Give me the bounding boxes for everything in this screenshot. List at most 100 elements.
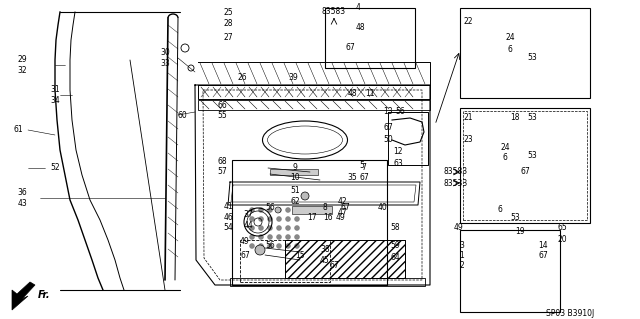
- Bar: [285, 240, 405, 278]
- Circle shape: [268, 234, 273, 240]
- Text: 52: 52: [50, 164, 60, 173]
- Text: 49: 49: [335, 213, 345, 222]
- Circle shape: [276, 234, 282, 240]
- Text: 67: 67: [329, 261, 339, 270]
- Text: 17: 17: [307, 213, 317, 222]
- Text: 8: 8: [323, 204, 328, 212]
- Circle shape: [268, 226, 273, 231]
- Text: 4: 4: [356, 4, 360, 12]
- Text: 67: 67: [340, 204, 350, 212]
- Text: 11: 11: [365, 90, 375, 99]
- Text: 19: 19: [515, 227, 525, 236]
- Text: 54: 54: [223, 224, 233, 233]
- Text: 61: 61: [13, 125, 23, 135]
- Text: 65: 65: [557, 224, 567, 233]
- Bar: [463, 111, 587, 220]
- Text: 7: 7: [362, 164, 367, 173]
- Bar: [460, 108, 590, 223]
- Text: 67: 67: [538, 250, 548, 259]
- Text: 53: 53: [527, 54, 537, 63]
- Circle shape: [285, 226, 291, 231]
- Text: 49: 49: [240, 238, 250, 247]
- Text: 40: 40: [378, 203, 388, 211]
- Text: 25
28: 25 28: [223, 8, 233, 28]
- Text: 55: 55: [217, 110, 227, 120]
- Circle shape: [250, 207, 255, 212]
- Text: 18: 18: [510, 114, 520, 122]
- Circle shape: [250, 226, 255, 231]
- Text: 83583: 83583: [444, 167, 468, 176]
- Text: 15: 15: [295, 250, 305, 259]
- Text: 10: 10: [290, 174, 300, 182]
- Text: 12: 12: [393, 147, 403, 157]
- Text: 31
34: 31 34: [50, 85, 60, 105]
- Text: 36
43: 36 43: [17, 188, 27, 208]
- Bar: [285, 240, 405, 278]
- Text: 83583: 83583: [322, 8, 346, 17]
- Bar: [232, 160, 387, 285]
- Circle shape: [259, 243, 264, 249]
- Text: 67: 67: [345, 43, 355, 53]
- Text: 9: 9: [292, 164, 298, 173]
- Text: 42
47: 42 47: [337, 197, 347, 217]
- Text: 53: 53: [527, 114, 537, 122]
- Text: 20: 20: [557, 235, 567, 244]
- Circle shape: [294, 243, 300, 249]
- Text: 1: 1: [460, 250, 465, 259]
- Circle shape: [275, 207, 281, 213]
- Text: 63: 63: [393, 160, 403, 168]
- Circle shape: [259, 234, 264, 240]
- Text: 60: 60: [177, 110, 187, 120]
- Text: 22: 22: [463, 18, 473, 26]
- Text: 66: 66: [217, 100, 227, 109]
- Text: 6: 6: [497, 205, 502, 214]
- Bar: [460, 8, 590, 98]
- Bar: [460, 230, 560, 312]
- Circle shape: [250, 234, 255, 240]
- Text: 29
32: 29 32: [17, 55, 27, 75]
- Circle shape: [250, 243, 255, 249]
- Text: 6: 6: [508, 46, 513, 55]
- Text: 14: 14: [538, 241, 548, 249]
- Circle shape: [285, 243, 291, 249]
- Text: 38
45: 38 45: [320, 245, 330, 265]
- Text: 41
46: 41 46: [223, 202, 233, 222]
- Text: 53: 53: [527, 151, 537, 160]
- Text: 51
62: 51 62: [290, 186, 300, 206]
- Text: 50: 50: [383, 136, 393, 145]
- Text: 27: 27: [223, 33, 233, 42]
- Circle shape: [276, 226, 282, 231]
- Bar: [325, 8, 415, 68]
- Text: 83533: 83533: [444, 179, 468, 188]
- Text: 35: 35: [347, 174, 357, 182]
- Text: 64: 64: [390, 254, 400, 263]
- Circle shape: [294, 234, 300, 240]
- Bar: [240, 240, 330, 282]
- Text: 16: 16: [323, 213, 333, 222]
- Bar: [270, 169, 318, 175]
- Circle shape: [255, 245, 265, 255]
- Circle shape: [301, 192, 309, 200]
- Circle shape: [268, 217, 273, 221]
- Circle shape: [250, 217, 255, 221]
- Text: 58: 58: [390, 224, 400, 233]
- Circle shape: [294, 217, 300, 221]
- Text: 56: 56: [395, 108, 405, 116]
- Text: 13: 13: [383, 108, 393, 116]
- Text: 2: 2: [460, 261, 465, 270]
- Circle shape: [285, 234, 291, 240]
- Text: 48: 48: [355, 24, 365, 33]
- Text: 30
33: 30 33: [160, 48, 170, 68]
- Text: 53: 53: [510, 213, 520, 222]
- Circle shape: [276, 217, 282, 221]
- Text: 26: 26: [237, 73, 247, 83]
- Text: 56: 56: [265, 204, 275, 212]
- Text: 59: 59: [390, 241, 400, 249]
- Circle shape: [276, 207, 282, 212]
- Text: 57: 57: [217, 167, 227, 176]
- Text: 56: 56: [265, 241, 275, 249]
- Circle shape: [268, 207, 273, 212]
- Circle shape: [294, 226, 300, 231]
- Text: 23: 23: [463, 136, 473, 145]
- Circle shape: [285, 217, 291, 221]
